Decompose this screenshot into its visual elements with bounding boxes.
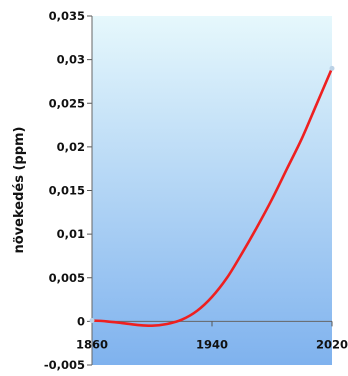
series-group (89, 65, 335, 328)
x-tick-label: 1940 (196, 337, 228, 351)
x-tick-label: 2020 (316, 337, 348, 351)
y-tick-label: -0,005 (44, 358, 85, 372)
y-tick-label: 0,02 (57, 140, 85, 154)
y-tick-label: 0,01 (57, 227, 85, 241)
series-line (90, 67, 334, 328)
plot-area (92, 16, 332, 365)
series-end-point (329, 65, 335, 71)
y-tick-label: 0,035 (49, 9, 85, 23)
y-tick-label: 0,03 (57, 53, 85, 67)
y-tick-label: 0,005 (49, 271, 85, 285)
series-start-point (89, 318, 95, 324)
y-tick-label: 0,015 (49, 184, 85, 198)
y-tick-label: 0,025 (49, 96, 85, 110)
y-axis-ticks: 0,035 0,03 0,025 0,02 0,015 0,01 0,005 0 -0,005 (44, 9, 92, 372)
y-axis-title: növekedés (ppm) (12, 126, 27, 253)
y-tick-label: 0 (77, 314, 85, 328)
